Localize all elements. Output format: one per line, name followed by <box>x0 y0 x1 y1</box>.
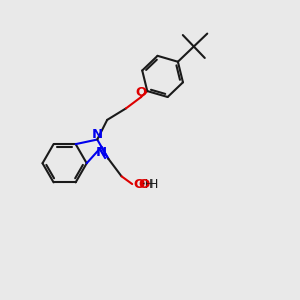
Text: O: O <box>135 86 146 99</box>
Text: ·H: ·H <box>146 178 159 191</box>
Text: O: O <box>139 178 150 190</box>
Text: O: O <box>133 178 144 190</box>
Text: N: N <box>92 128 103 141</box>
Text: N: N <box>96 146 107 159</box>
Text: ·H: ·H <box>141 178 154 191</box>
